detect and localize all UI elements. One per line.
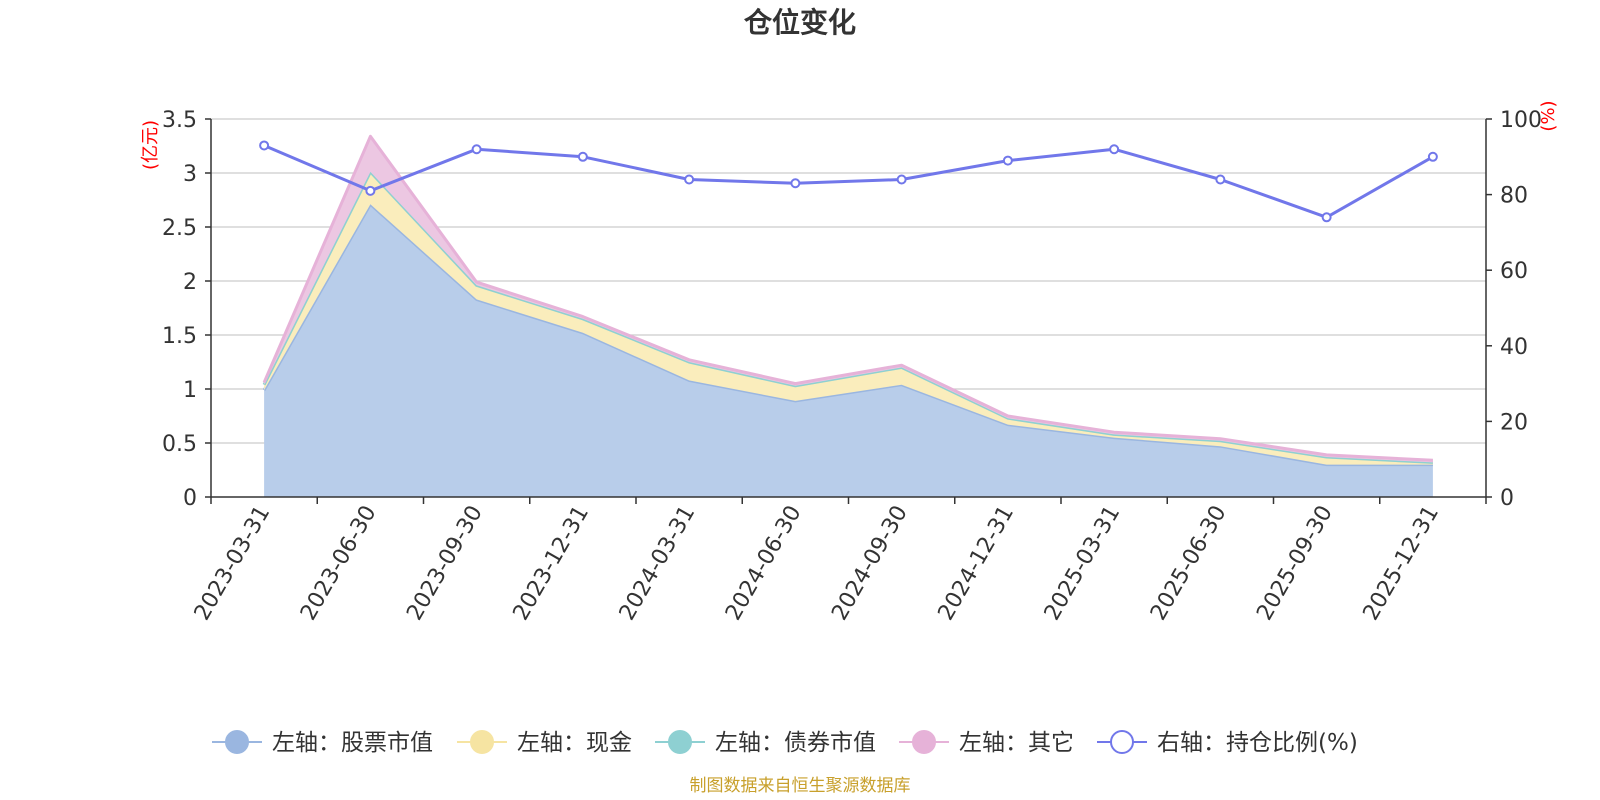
left-axis-tick-label: 0.5 (162, 432, 197, 457)
x-axis-tick-label: 2024-09-30 (827, 502, 913, 625)
legend-item[interactable]: 左轴：现金 (457, 730, 632, 756)
left-axis-tick-label: 2.5 (162, 216, 197, 241)
position-ratio-point (471, 144, 482, 155)
legend-item[interactable]: 左轴：其它 (899, 730, 1074, 756)
x-axis-tick-label: 2023-06-30 (296, 502, 382, 625)
chart-title: 仓位变化 (744, 6, 856, 39)
x-axis-tick-label: 2025-03-31 (1040, 502, 1126, 625)
left-axis-unit: (亿元) (140, 120, 161, 170)
right-axis-tick-label: 0 (1500, 486, 1514, 511)
x-axis-tick-label: 2025-09-30 (1252, 502, 1338, 625)
area-左轴：现金 (264, 171, 1433, 465)
right-axis-tick-label: 60 (1500, 259, 1528, 284)
legend-item[interactable]: 左轴：股票市值 (212, 730, 433, 756)
position-ratio-point (1109, 144, 1120, 155)
x-axis-tick-label: 2025-06-30 (1146, 502, 1232, 625)
legend-marker (470, 730, 494, 754)
legend-item[interactable]: 右轴：持仓比例(%) (1097, 730, 1358, 756)
position-ratio-point (1321, 212, 1332, 223)
x-axis-tick-label: 2023-12-31 (508, 502, 594, 625)
legend-label: 左轴：债券市值 (715, 730, 876, 756)
legend-label: 左轴：股票市值 (272, 730, 433, 756)
left-axis-tick-label: 1.5 (162, 324, 197, 349)
area-edge-左轴：其它 (262, 134, 1433, 462)
position-ratio-point (365, 185, 376, 196)
legend-label: 左轴：其它 (959, 730, 1074, 756)
right-axis-unit: (%) (1538, 100, 1559, 131)
x-axis-tick-label: 2024-06-30 (721, 502, 807, 625)
right-axis-tick-label: 80 (1500, 184, 1528, 209)
stacked-areas (262, 134, 1433, 498)
left-axis-tick-label: 0 (183, 486, 197, 511)
legend-item[interactable]: 左轴：债券市值 (655, 730, 876, 756)
legend-marker (668, 730, 692, 754)
area-左轴：其它 (264, 136, 1433, 463)
legend-marker (225, 730, 249, 754)
left-axis-tick-label: 2 (183, 270, 197, 295)
legend-label: 右轴：持仓比例(%) (1157, 730, 1358, 756)
legend-marker (912, 730, 936, 754)
x-axis-tick-label: 2024-12-31 (933, 502, 1019, 625)
position-ratio-point (790, 178, 801, 189)
left-axis-tick-label: 3 (183, 162, 197, 187)
position-ratio-point (577, 151, 588, 162)
legend-marker (1110, 730, 1134, 754)
area-左轴：股票市值 (264, 204, 1433, 498)
position-ratio-point (1427, 151, 1438, 162)
right-axis-tick-label: 20 (1500, 410, 1528, 435)
x-axis-tick-label: 2023-03-31 (190, 502, 276, 625)
x-axis-tick-label: 2024-03-31 (615, 502, 701, 625)
left-axis-tick-label: 3.5 (162, 108, 197, 133)
position-ratio-point (1002, 155, 1013, 166)
right-axis-tick-label: 40 (1500, 335, 1528, 360)
right-axis-tick-label: 100 (1500, 108, 1542, 133)
x-axis-tick-label: 2023-09-30 (402, 502, 488, 625)
legend[interactable]: 左轴：股票市值 左轴：现金 左轴：债券市值 左轴：其它 右轴：持仓比例(%) (212, 730, 1358, 756)
data-source-note: 制图数据来自恒生聚源数据库 (690, 776, 911, 796)
x-axis-tick-label: 2025-12-31 (1358, 502, 1444, 625)
position-ratio-point (684, 174, 695, 185)
position-ratio-point (896, 174, 907, 185)
position-ratio-polyline (263, 144, 1434, 219)
position-ratio-point (259, 140, 270, 151)
left-axis-tick-label: 1 (183, 378, 197, 403)
position-ratio-line (259, 140, 1438, 223)
position-ratio-point (1215, 174, 1226, 185)
legend-label: 左轴：现金 (517, 730, 632, 756)
